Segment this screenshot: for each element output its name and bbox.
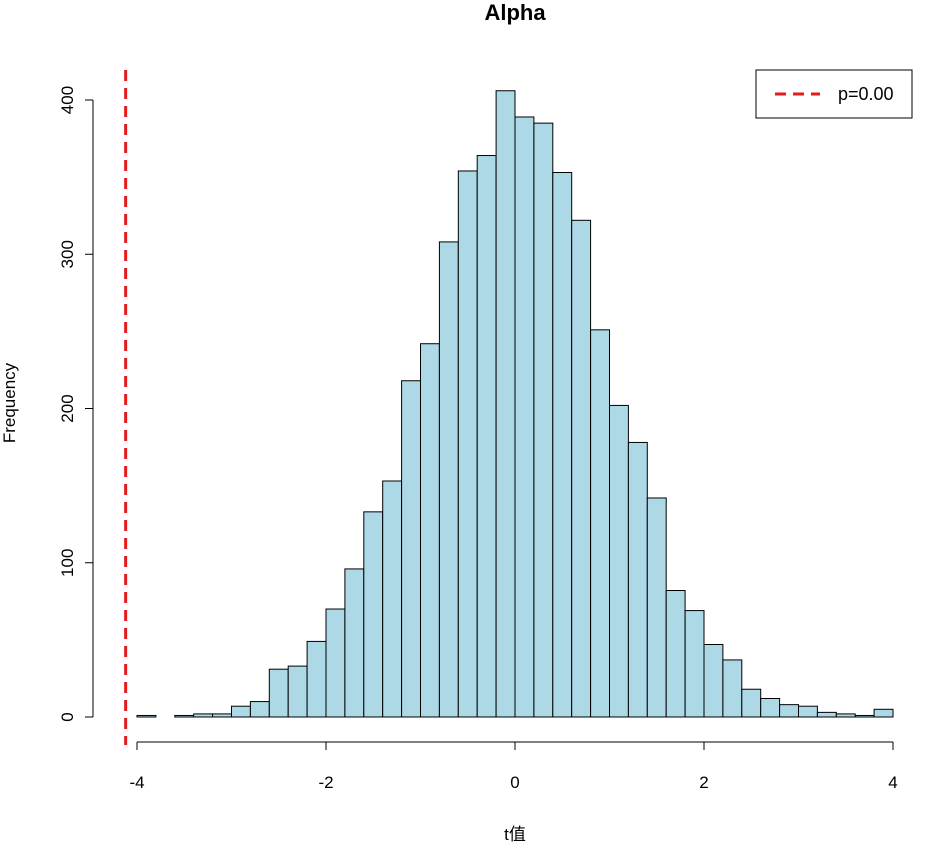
histogram-bar xyxy=(703,644,724,718)
x-tick-label: 4 xyxy=(888,773,897,792)
histogram-bar xyxy=(382,480,403,718)
x-axis-label: t值 xyxy=(504,825,526,844)
histogram-bar xyxy=(231,705,251,718)
histogram-bar xyxy=(854,714,875,718)
histogram-bar xyxy=(741,688,762,718)
histogram-bar xyxy=(533,122,554,718)
histogram-bar xyxy=(306,640,327,718)
chart-title: Alpha xyxy=(484,0,546,25)
x-tick-label: 2 xyxy=(699,773,708,792)
histogram-bar xyxy=(779,704,799,718)
histogram-bar xyxy=(325,608,346,718)
histogram-bar xyxy=(684,610,705,718)
histogram-bar xyxy=(193,713,214,718)
y-tick-label: 200 xyxy=(58,394,77,422)
histogram-bar xyxy=(420,343,440,718)
histogram-bar xyxy=(873,708,894,718)
histogram-bar xyxy=(552,172,573,718)
histogram-bar xyxy=(646,497,667,718)
histogram-bar xyxy=(722,659,743,718)
histogram-bar xyxy=(590,329,610,718)
histogram-bar xyxy=(249,701,270,718)
histogram-bar xyxy=(212,713,233,718)
legend: p=0.00 xyxy=(755,69,913,119)
legend-label: p=0.00 xyxy=(838,84,894,104)
histogram-bar xyxy=(476,155,497,718)
x-tick-label: -2 xyxy=(318,773,333,792)
histogram-bar xyxy=(438,241,459,718)
histogram-bar xyxy=(627,441,648,718)
histogram-bar xyxy=(457,170,478,718)
histogram-bar xyxy=(363,511,384,718)
y-axis: 0 100 200 300 400 xyxy=(58,86,94,722)
histogram-bar xyxy=(816,711,837,718)
histogram-bars xyxy=(136,90,894,718)
x-axis: -4 -2 0 2 4 xyxy=(129,741,898,792)
histogram-bar xyxy=(514,116,535,718)
y-tick-label: 0 xyxy=(58,712,77,721)
histogram-bar xyxy=(571,219,592,718)
histogram-bar xyxy=(401,380,422,718)
histogram-bar xyxy=(835,713,856,718)
histogram-bar xyxy=(268,668,289,718)
y-tick-label: 300 xyxy=(58,240,77,268)
histogram-bar xyxy=(344,568,365,718)
histogram-bar xyxy=(665,590,686,718)
y-tick-label: 100 xyxy=(58,549,77,577)
histogram-bar xyxy=(609,404,629,718)
histogram-bar xyxy=(174,714,195,718)
histogram-bar xyxy=(136,714,157,718)
x-tick-label: -4 xyxy=(129,773,144,792)
y-axis-label: Frequency xyxy=(0,362,19,443)
y-tick-label: 400 xyxy=(58,86,77,114)
histogram-bar xyxy=(760,697,781,718)
histogram-bar xyxy=(798,705,818,718)
histogram-bar xyxy=(287,665,308,718)
histogram-bar xyxy=(495,90,516,718)
x-tick-label: 0 xyxy=(510,773,519,792)
